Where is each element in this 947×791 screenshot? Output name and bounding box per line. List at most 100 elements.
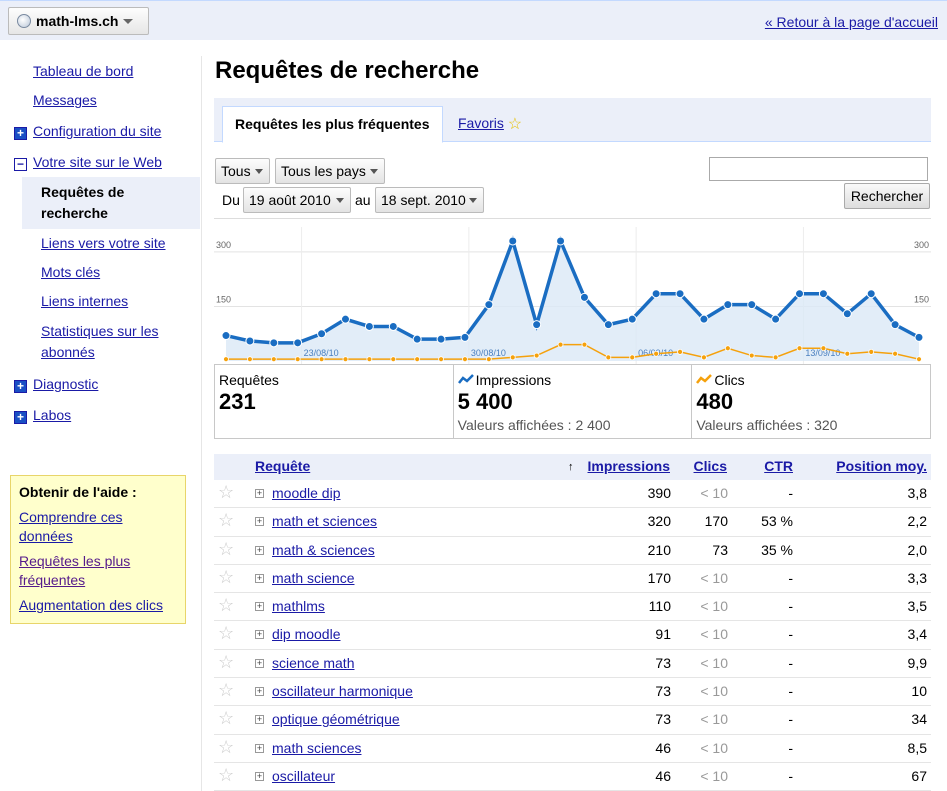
data-point-impressions bbox=[436, 334, 446, 344]
expand-plus-icon[interactable]: + bbox=[255, 488, 264, 498]
expand-plus-icon[interactable]: + bbox=[255, 686, 264, 697]
help-link-increase-clicks[interactable]: Augmentation des clics bbox=[19, 597, 163, 613]
data-point-clics bbox=[294, 356, 301, 363]
y-tick-label-right: 300 bbox=[914, 240, 929, 250]
data-point-impressions bbox=[412, 334, 422, 344]
star-icon[interactable]: ☆ bbox=[218, 510, 235, 531]
tab-favorites[interactable]: Favoris ☆ bbox=[446, 106, 534, 142]
expand-plus-icon[interactable]: + bbox=[14, 127, 27, 140]
nav-your-site[interactable]: − Votre site sur le Web bbox=[14, 152, 162, 172]
expand-plus-icon[interactable]: + bbox=[255, 544, 264, 555]
expand-plus-icon[interactable]: + bbox=[255, 657, 264, 668]
query-link[interactable]: optique géométrique bbox=[272, 711, 400, 728]
star-icon[interactable]: ☆ bbox=[218, 482, 235, 502]
expand-plus-icon[interactable]: + bbox=[255, 629, 264, 640]
data-point-impressions bbox=[818, 289, 828, 299]
nav-messages[interactable]: Messages bbox=[33, 92, 97, 108]
col-clicks[interactable]: Clics bbox=[693, 458, 727, 474]
help-link-top-queries[interactable]: Requêtes les plus fréquentes bbox=[19, 552, 177, 590]
nav-labs[interactable]: + Labos bbox=[14, 405, 71, 425]
star-icon[interactable]: ☆ bbox=[218, 538, 235, 559]
nav-config[interactable]: + Configuration du site bbox=[14, 121, 161, 141]
help-title: Obtenir de l'aide : bbox=[19, 484, 137, 500]
query-link[interactable]: math et sciences bbox=[272, 513, 378, 530]
country-dropdown[interactable]: Tous les pays bbox=[275, 158, 385, 184]
query-link[interactable]: math sciences bbox=[272, 739, 362, 756]
filter-type-dropdown[interactable]: Tous bbox=[215, 158, 270, 184]
expand-plus-icon[interactable]: + bbox=[255, 714, 264, 725]
query-link[interactable]: oscillateur bbox=[272, 767, 336, 784]
nav-keywords[interactable]: Mots clés bbox=[41, 264, 101, 280]
data-point-impressions bbox=[460, 332, 470, 342]
tab-top-queries[interactable]: Requêtes les plus fréquentes bbox=[222, 106, 443, 143]
expand-plus-icon[interactable]: + bbox=[14, 380, 27, 393]
col-query[interactable]: Requête bbox=[255, 458, 311, 474]
star-icon[interactable]: ☆ bbox=[218, 651, 235, 672]
ctr-cell: - bbox=[788, 654, 793, 671]
data-point-impressions bbox=[914, 332, 924, 342]
star-icon[interactable]: ☆ bbox=[218, 680, 235, 701]
ctr-cell: 53 % bbox=[761, 513, 793, 530]
nav-config-label[interactable]: Configuration du site bbox=[33, 123, 162, 139]
star-icon[interactable]: ☆ bbox=[218, 736, 235, 757]
data-point-clics bbox=[844, 350, 851, 357]
star-icon[interactable]: ☆ bbox=[218, 595, 235, 616]
expand-plus-icon[interactable]: + bbox=[255, 516, 264, 527]
col-position[interactable]: Position moy. bbox=[836, 458, 927, 474]
data-point-clics bbox=[677, 349, 683, 355]
query-link[interactable]: math science bbox=[272, 569, 355, 586]
expand-plus-icon[interactable]: + bbox=[255, 770, 264, 781]
col-impressions[interactable]: Impressions bbox=[587, 458, 670, 474]
impressions-cell: 73 bbox=[655, 711, 671, 728]
nav-dashboard[interactable]: Tableau de bord bbox=[33, 63, 134, 79]
data-point-impressions bbox=[890, 320, 900, 330]
data-point-clics bbox=[223, 356, 229, 363]
ctr-cell: - bbox=[788, 739, 793, 756]
nav-labs-label[interactable]: Labos bbox=[33, 407, 72, 423]
from-date-picker[interactable]: 19 août 2010 bbox=[243, 187, 351, 213]
data-point-clics bbox=[246, 356, 253, 363]
site-name: math-lms.ch bbox=[36, 13, 119, 29]
expand-plus-icon[interactable]: + bbox=[255, 572, 264, 583]
nav-search-queries-active[interactable]: Requêtes de recherche bbox=[22, 177, 200, 229]
table-row: ☆ + optique géométrique 73 < 10 - 34 bbox=[214, 706, 931, 735]
star-icon[interactable]: ☆ bbox=[218, 566, 235, 587]
y-tick-label-right: 150 bbox=[914, 294, 929, 304]
table-row: ☆ + math sciences 46 < 10 - 8,5 bbox=[214, 735, 931, 763]
back-to-home-link[interactable]: « Retour à la page d'accueil bbox=[764, 14, 938, 30]
nav-links-to-site[interactable]: Liens vers votre site bbox=[41, 235, 166, 251]
nav-diagnostics-label[interactable]: Diagnostic bbox=[33, 376, 99, 392]
expand-plus-icon[interactable]: + bbox=[255, 742, 264, 753]
query-link[interactable]: moodle dip bbox=[272, 485, 341, 501]
star-icon[interactable]: ☆ bbox=[218, 623, 235, 644]
nav-your-site-label[interactable]: Votre site sur le Web bbox=[33, 154, 162, 170]
search-button[interactable]: Rechercher bbox=[844, 183, 930, 209]
data-point-clics bbox=[653, 350, 660, 357]
table-row: ☆ + moodle dip 390 < 10 - 3,8 bbox=[214, 480, 931, 509]
star-icon[interactable]: ☆ bbox=[218, 764, 235, 785]
expand-plus-icon[interactable]: + bbox=[255, 601, 264, 612]
to-date-picker[interactable]: 18 sept. 2010 bbox=[375, 187, 484, 213]
query-link[interactable]: oscillateur harmonique bbox=[272, 683, 413, 700]
help-link-understand[interactable]: Comprendre ces données bbox=[19, 508, 177, 546]
query-link[interactable]: dip moodle bbox=[272, 626, 341, 643]
query-link[interactable]: science math bbox=[272, 654, 355, 671]
nav-internal-links[interactable]: Liens internes bbox=[41, 293, 129, 309]
query-link[interactable]: math & sciences bbox=[272, 541, 375, 558]
tab-favorites-label[interactable]: Favoris bbox=[458, 115, 504, 131]
col-ctr[interactable]: CTR bbox=[764, 458, 793, 474]
star-icon[interactable]: ☆ bbox=[218, 708, 235, 729]
help-link2-line1: Requêtes les plus bbox=[19, 553, 131, 569]
site-selector[interactable]: math-lms.ch bbox=[8, 7, 149, 35]
expand-plus-icon[interactable]: + bbox=[14, 411, 27, 424]
search-input[interactable] bbox=[709, 157, 928, 181]
nav-subscriber-stats[interactable]: Statistiques sur les abonnés bbox=[41, 321, 159, 363]
data-point-clics bbox=[701, 354, 707, 361]
nav-diagnostics[interactable]: + Diagnostic bbox=[14, 374, 98, 394]
clicks-cell: 73 bbox=[712, 541, 728, 558]
position-cell: 3,3 bbox=[907, 569, 927, 586]
query-link[interactable]: mathlms bbox=[272, 598, 325, 615]
sidebar-divider bbox=[201, 56, 202, 791]
collapse-minus-icon[interactable]: − bbox=[14, 158, 27, 171]
to-label: au bbox=[355, 192, 371, 208]
